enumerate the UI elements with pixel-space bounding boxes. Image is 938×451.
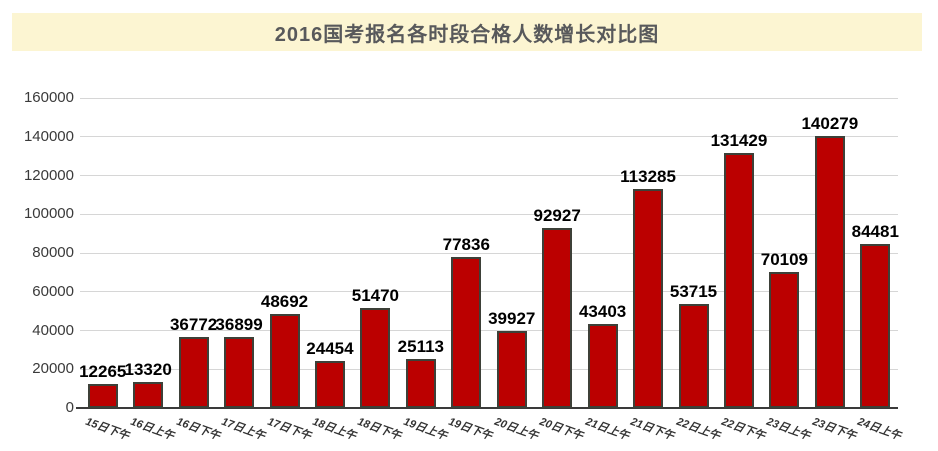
y-axis-tick-label: 0: [65, 399, 74, 416]
y-axis-tick-label: 80000: [32, 244, 74, 261]
bar: [587, 323, 618, 408]
bar-value-label: 39927: [488, 308, 536, 328]
bar: [87, 384, 118, 408]
bar-value-label: 13320: [124, 360, 172, 380]
y-axis-tick-label: 100000: [23, 205, 74, 223]
bar-value-label: 43403: [578, 301, 627, 321]
x-axis-tick-label: 19日上午: [401, 415, 449, 443]
x-axis-line: [76, 407, 898, 409]
x-axis-tick-label: 21日下午: [628, 415, 676, 443]
bar-value-label: 25113: [397, 337, 444, 357]
x-axis-tick-label: 23日下午: [810, 415, 858, 443]
bar: [723, 153, 754, 408]
bar-value-label: 84481: [851, 222, 899, 242]
y-axis-tick-label: 60000: [32, 282, 74, 300]
bar: [678, 303, 709, 408]
y-gridline: [80, 175, 898, 176]
y-gridline: [80, 291, 898, 293]
x-axis-tick-label: 19日下午: [447, 415, 494, 443]
y-gridline: [80, 368, 898, 370]
y-axis-tick-label: 20000: [32, 360, 74, 378]
bar: [405, 359, 436, 408]
bar: [860, 244, 891, 408]
x-axis-tick-label: 17日上午: [219, 415, 267, 443]
y-axis-tick-label: 120000: [23, 166, 74, 184]
bar-value-label: 36899: [215, 314, 263, 334]
bar: [633, 188, 664, 408]
y-axis-tick-label: 160000: [23, 89, 74, 106]
bar-value-label: 48692: [260, 291, 309, 311]
bar: [496, 330, 527, 408]
x-axis-tick-label: 18日上午: [310, 415, 358, 443]
bar-value-label: 51470: [351, 286, 400, 306]
bar-value-label: 92927: [533, 205, 581, 225]
x-axis-tick-label: 18日下午: [356, 415, 403, 443]
bar-value-label: 113285: [620, 166, 676, 186]
x-axis-tick-label: 17日下午: [265, 415, 312, 443]
y-gridline: [80, 136, 898, 138]
bar-value-label: 36772: [169, 314, 218, 334]
bar-value-label: 140279: [801, 114, 859, 134]
bar-value-label: 70109: [760, 250, 809, 270]
y-gridline: [80, 330, 898, 331]
bar: [451, 257, 482, 408]
y-axis-tick-label: 140000: [23, 127, 74, 145]
title-banner: 2016国考报名各时段合格人数增长对比图: [12, 13, 922, 51]
bar-value-label: 12265: [79, 362, 127, 382]
x-axis-tick-label: 22日下午: [719, 415, 767, 443]
x-axis-tick-label: 15日下午: [83, 415, 131, 443]
bar: [224, 336, 255, 408]
bar: [178, 336, 209, 408]
bar-value-label: 77836: [442, 235, 490, 255]
y-axis-tick-label: 40000: [32, 321, 74, 339]
bar: [814, 136, 845, 408]
bar: [360, 308, 391, 408]
bar: [769, 272, 800, 408]
x-axis-tick-label: 20日下午: [538, 415, 585, 443]
x-axis-tick-label: 23日上午: [765, 415, 812, 443]
x-axis-tick-label: 22日上午: [674, 415, 721, 443]
x-axis-tick-label: 16日下午: [174, 415, 222, 443]
x-axis-tick-label: 16日上午: [129, 415, 176, 443]
y-gridline: [80, 97, 898, 99]
bar: [314, 360, 345, 408]
bar-value-label: 53715: [669, 281, 718, 301]
bar-value-label: 24454: [306, 338, 354, 358]
bar-value-label: 131429: [710, 131, 768, 151]
x-axis-tick-label: 24日上午: [856, 415, 903, 443]
bar: [269, 313, 300, 408]
bar: [542, 227, 573, 408]
x-axis-tick-label: 20日上午: [492, 415, 540, 443]
y-gridline: [80, 252, 898, 254]
chart-title: 2016国考报名各时段合格人数增长对比图: [274, 23, 660, 46]
x-axis-tick-label: 21日上午: [583, 415, 631, 443]
bar: [133, 382, 164, 408]
y-gridline: [80, 213, 898, 215]
